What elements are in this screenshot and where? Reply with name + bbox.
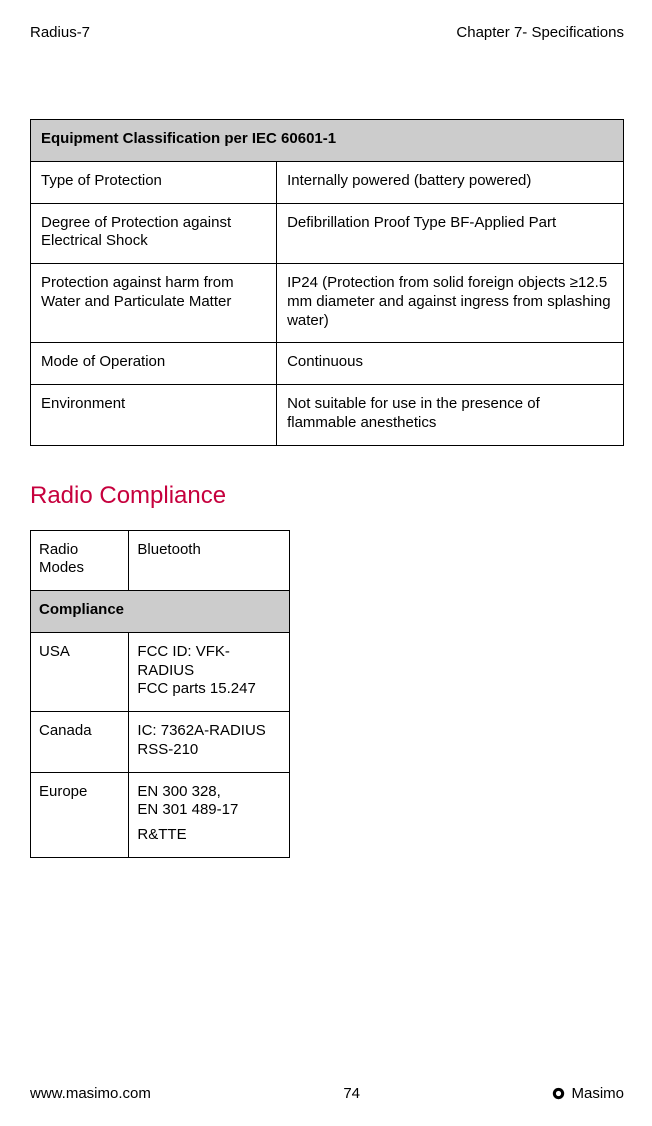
table-row: Radio Modes Bluetooth (31, 530, 290, 591)
equipment-classification-table: Equipment Classification per IEC 60601-1… (30, 119, 624, 446)
page-header: Radius-7 Chapter 7- Specifications (30, 24, 624, 41)
radio-modes-value: Bluetooth (129, 530, 290, 591)
header-right: Chapter 7- Specifications (456, 24, 624, 41)
table-row: USA FCC ID: VFK-RADIUS FCC parts 15.247 (31, 632, 290, 711)
table-row: Degree of Protection against Electrical … (31, 203, 624, 264)
compliance-line: EN 301 489-17 (137, 801, 238, 818)
radio-compliance-table: Radio Modes Bluetooth Compliance USA FCC… (30, 530, 290, 858)
compliance-header: Compliance (31, 591, 290, 633)
radio-modes-label: Radio Modes (31, 530, 129, 591)
equip-label: Mode of Operation (31, 343, 277, 385)
equip-value: Continuous (277, 343, 624, 385)
page-footer: www.masimo.com 74 Masimo (30, 1085, 624, 1102)
compliance-line: FCC ID: VFK-RADIUS (137, 643, 230, 679)
table-row: Europe EN 300 328, EN 301 489-17 R&TTE (31, 772, 290, 857)
equip-label: Degree of Protection against Electrical … (31, 203, 277, 264)
equip-label: Environment (31, 385, 277, 446)
compliance-country: Europe (31, 772, 129, 857)
compliance-line: IC: 7362A-RADIUS (137, 722, 265, 739)
table-row: Type of Protection Internally powered (b… (31, 161, 624, 203)
section-heading-radio: Radio Compliance (30, 482, 624, 510)
equip-value: Not suitable for use in the presence of … (277, 385, 624, 446)
masimo-logo-icon (552, 1087, 565, 1100)
compliance-country: USA (31, 632, 129, 711)
compliance-value: FCC ID: VFK-RADIUS FCC parts 15.247 (129, 632, 290, 711)
table-row: Environment Not suitable for use in the … (31, 385, 624, 446)
equip-label: Type of Protection (31, 161, 277, 203)
compliance-line: EN 300 328, (137, 783, 220, 800)
equip-value: IP24 (Protection from solid foreign obje… (277, 264, 624, 343)
equip-table-title: Equipment Classification per IEC 60601-1 (31, 120, 624, 162)
equip-value: Internally powered (battery powered) (277, 161, 624, 203)
compliance-country: Canada (31, 712, 129, 773)
header-left: Radius-7 (30, 24, 90, 41)
footer-left: www.masimo.com (30, 1085, 151, 1102)
footer-right: Masimo (552, 1085, 624, 1102)
equip-label: Protection against harm from Water and P… (31, 264, 277, 343)
compliance-value: IC: 7362A-RADIUS RSS-210 (129, 712, 290, 773)
compliance-value: EN 300 328, EN 301 489-17 R&TTE (129, 772, 290, 857)
compliance-line: FCC parts 15.247 (137, 680, 255, 697)
compliance-line: RSS-210 (137, 741, 198, 758)
table-row: Canada IC: 7362A-RADIUS RSS-210 (31, 712, 290, 773)
table-row: Mode of Operation Continuous (31, 343, 624, 385)
table-row: Protection against harm from Water and P… (31, 264, 624, 343)
compliance-line: R&TTE (137, 826, 186, 843)
equip-value: Defibrillation Proof Type BF-Applied Par… (277, 203, 624, 264)
footer-page-number: 74 (343, 1085, 360, 1102)
footer-brand: Masimo (571, 1085, 624, 1102)
